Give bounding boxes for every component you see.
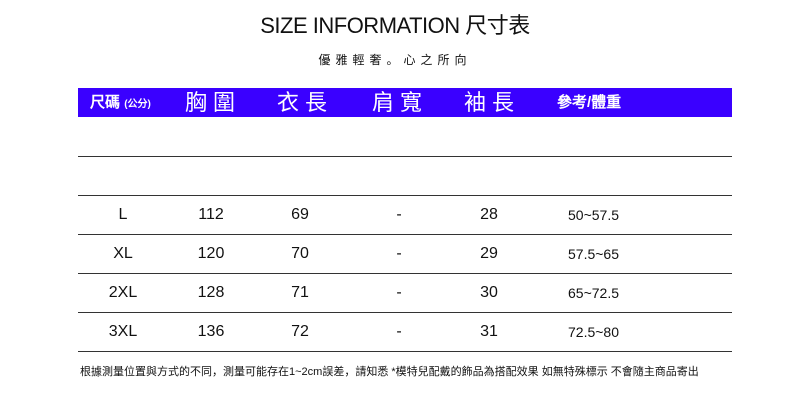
cell-chest: 112 bbox=[198, 206, 224, 223]
cell-size: 3XL bbox=[108, 323, 138, 340]
divider bbox=[78, 351, 732, 352]
cell-length: 69 bbox=[291, 206, 309, 223]
header-sleeve: 袖長 bbox=[464, 90, 521, 115]
cell-sleeve: 29 bbox=[480, 245, 498, 262]
cell-sleeve: 31 bbox=[480, 323, 498, 340]
divider bbox=[78, 156, 732, 157]
measurement-note: 根據測量位置與方式的不同，測量可能存在1~2cm誤差，請知悉 *模特兒配戴的飾品… bbox=[80, 366, 699, 378]
table-header: 尺碼 (公分) 胸圍 衣長 肩寬 袖長 參考/體重 bbox=[78, 88, 732, 117]
table-row: XL 120 70 - 29 57.5~65 bbox=[78, 235, 732, 273]
header-weight: 參考/體重 bbox=[557, 94, 622, 111]
cell-chest: 128 bbox=[197, 284, 225, 301]
cell-weight: 50~57.5 bbox=[568, 207, 619, 223]
cell-shoulder: - bbox=[396, 206, 402, 223]
header-size-label: 尺碼 bbox=[90, 94, 121, 111]
cell-chest: 136 bbox=[197, 323, 225, 340]
header-length: 衣長 bbox=[277, 90, 334, 115]
subtitle: 優雅輕奢。心之所向 bbox=[318, 53, 472, 67]
divider bbox=[78, 312, 732, 313]
cell-shoulder: - bbox=[396, 284, 402, 301]
page-title: SIZE INFORMATION 尺寸表 bbox=[260, 13, 530, 38]
header-size: 尺碼 (公分) bbox=[90, 88, 151, 119]
table-row: L 112 69 - 28 50~57.5 bbox=[78, 196, 732, 234]
cell-weight: 57.5~65 bbox=[568, 246, 619, 262]
cell-weight: 65~72.5 bbox=[568, 285, 619, 301]
divider bbox=[78, 195, 732, 196]
table-row: 2XL 128 71 - 30 65~72.5 bbox=[78, 274, 732, 312]
cell-size: 2XL bbox=[108, 284, 138, 301]
header-chest: 胸圍 bbox=[185, 90, 242, 115]
header-size-unit: (公分) bbox=[124, 99, 151, 110]
divider bbox=[78, 273, 732, 274]
cell-chest: 120 bbox=[197, 245, 225, 262]
header-shoulder: 肩寬 bbox=[372, 90, 429, 115]
cell-shoulder: - bbox=[396, 323, 402, 340]
cell-sleeve: 30 bbox=[480, 284, 498, 301]
cell-weight: 72.5~80 bbox=[568, 324, 619, 340]
cell-size: L bbox=[118, 206, 128, 223]
cell-length: 72 bbox=[291, 323, 309, 340]
cell-length: 71 bbox=[291, 284, 309, 301]
cell-size: XL bbox=[113, 245, 133, 262]
divider bbox=[78, 234, 732, 235]
cell-sleeve: 28 bbox=[480, 206, 498, 223]
cell-shoulder: - bbox=[396, 245, 402, 262]
cell-length: 70 bbox=[291, 245, 309, 262]
table-row: 3XL 136 72 - 31 72.5~80 bbox=[78, 313, 732, 351]
